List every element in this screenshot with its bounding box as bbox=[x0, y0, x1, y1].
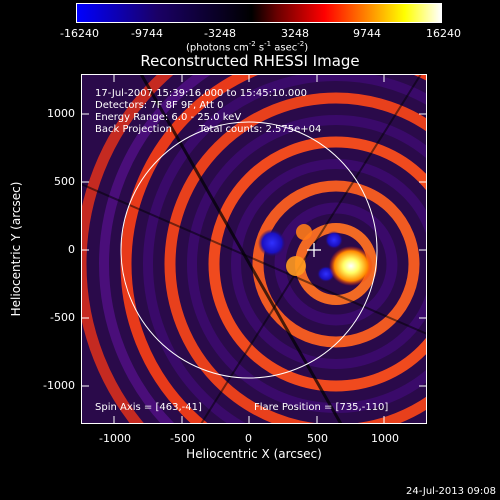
rhessi-image bbox=[81, 74, 427, 424]
colorbar-tick-1: -16240 bbox=[60, 27, 99, 40]
plot-title: Reconstructed RHESSI Image bbox=[140, 52, 360, 70]
y-tick-2: 500 bbox=[54, 175, 75, 188]
y-tick-5: -1000 bbox=[43, 379, 75, 392]
colorbar-units: (photons cm-2 s-1 asec-2) bbox=[186, 40, 309, 54]
time-range: 17-Jul-2007 15:39:16.000 to 15:45:10.000 bbox=[95, 88, 307, 99]
colorbar-tick-5: 9744 bbox=[353, 27, 381, 40]
colorbar-tick-2: -9744 bbox=[131, 27, 163, 40]
x-tick-2: -500 bbox=[170, 432, 195, 445]
colorbar-tick-4: 3248 bbox=[281, 27, 309, 40]
colorbar-tick-6: 16240 bbox=[426, 27, 461, 40]
y-tick-1: 1000 bbox=[47, 107, 75, 120]
y-axis-label: Heliocentric Y (arcsec) bbox=[9, 181, 23, 317]
method: Back Projection bbox=[95, 124, 172, 135]
colorbar bbox=[76, 3, 442, 23]
y-tick-4: -500 bbox=[50, 311, 75, 324]
x-tick-3: 0 bbox=[245, 432, 252, 445]
generation-timestamp: 24-Jul-2013 09:08 bbox=[405, 486, 496, 497]
colorbar-tick-3: -3248 bbox=[204, 27, 236, 40]
energy-range: Energy Range: 6.0 - 25.0 keV bbox=[95, 112, 242, 123]
total-counts: Total counts: 2.575e+04 bbox=[199, 124, 322, 135]
flare-position: Flare Position = [735,-110] bbox=[254, 402, 389, 413]
detectors: Detectors: 7F 8F 9F, Att 0 bbox=[95, 100, 224, 111]
x-tick-4: 500 bbox=[307, 432, 328, 445]
spin-axis-marker bbox=[307, 243, 321, 257]
spin-axis: Spin Axis = [463,-41] bbox=[95, 402, 202, 413]
x-tick-1: -1000 bbox=[99, 432, 131, 445]
x-tick-5: 1000 bbox=[371, 432, 399, 445]
x-axis-label: Heliocentric X (arcsec) bbox=[186, 447, 322, 461]
y-tick-3: 0 bbox=[68, 243, 75, 256]
